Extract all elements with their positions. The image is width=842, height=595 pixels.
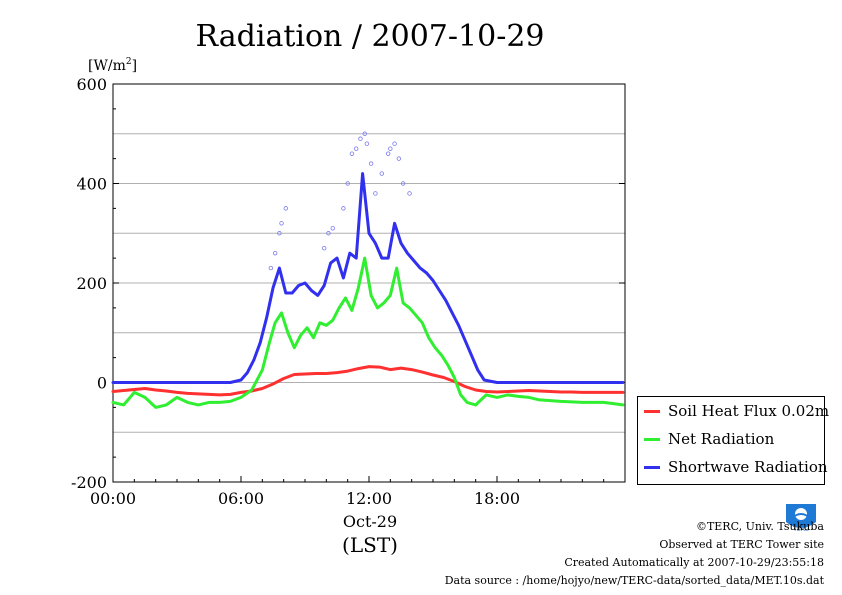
scatter-point [322, 245, 327, 251]
x-tick-label: 06:00 [218, 489, 264, 508]
y-axis-label-close: ] [132, 58, 137, 74]
scatter-point [349, 151, 355, 156]
footer-source: Data source : /home/hojyo/new/TERC-data/… [444, 574, 824, 587]
y-tick-label: 200 [76, 274, 107, 293]
scatter-point [283, 206, 288, 211]
scatter-overlay [268, 131, 412, 271]
series-lines [111, 172, 625, 409]
series-line-0 [111, 365, 625, 397]
x-tick-label: 12:00 [346, 489, 392, 508]
scatter-point [358, 136, 363, 141]
x-axis-lst-label: (LST) [342, 533, 398, 557]
y-tick-label: 0 [97, 374, 107, 393]
series-line-1 [111, 256, 625, 409]
scatter-point [326, 231, 331, 236]
scatter-point [364, 141, 370, 146]
scatter-point [330, 226, 335, 231]
y-tick-label: -200 [71, 473, 107, 492]
scatter-point [392, 141, 397, 146]
terc-logo-icon [786, 504, 816, 528]
x-tick-label: 00:00 [90, 489, 136, 508]
legend-item-shortwave: Shortwave Radiation [644, 457, 828, 477]
scatter-point [386, 151, 391, 156]
legend-label-shortwave: Shortwave Radiation [668, 458, 828, 476]
legend-item-soil-heat-flux: Soil Heat Flux 0.02m [644, 401, 829, 421]
scatter-point [396, 156, 402, 161]
y-axis-label-main: [W/m [88, 58, 126, 74]
legend-label-soil: Soil Heat Flux 0.02m [668, 402, 830, 420]
legend-label-net: Net Radiation [668, 430, 775, 448]
scatter-point [279, 221, 284, 226]
x-axis-date-label: Oct-29 [343, 512, 397, 531]
terc-logo-text: TERC [793, 526, 809, 533]
scatter-point [368, 161, 374, 166]
y-axis-label-sup: 2 [126, 57, 132, 67]
scatter-point [272, 250, 278, 256]
scatter-point [379, 171, 384, 176]
legend-item-net-radiation: Net Radiation [644, 429, 774, 449]
scatter-point [345, 181, 350, 186]
legend-swatch-soil [644, 409, 660, 413]
chart-title: Radiation / 2007-10-29 [195, 19, 544, 54]
axis-ticks: -200 0 200 400 600 00:00 06:00 12:00 18:00 [71, 75, 625, 508]
footer-created: Created Automatically at 2007-10-29/23:5… [564, 556, 824, 569]
scatter-point [277, 231, 282, 236]
scatter-point [388, 146, 393, 151]
footer-observed: Observed at TERC Tower site [659, 538, 824, 551]
scatter-point [362, 131, 367, 136]
scatter-point [354, 146, 359, 151]
y-tick-label: 400 [76, 175, 107, 194]
y-tick-label: 600 [76, 75, 107, 94]
x-tick-label: 18:00 [474, 489, 520, 508]
scatter-point [407, 191, 412, 196]
terc-logo: TERC [782, 502, 820, 534]
scatter-point [373, 191, 378, 196]
scatter-point [400, 181, 406, 186]
legend: Soil Heat Flux 0.02m Net Radiation Short… [637, 396, 829, 485]
series-line-2 [111, 172, 625, 384]
footer-copyright: ©TERC, Univ. Tsukuba [695, 520, 824, 533]
legend-swatch-shortwave [644, 465, 660, 469]
scatter-point [268, 265, 274, 271]
legend-swatch-net [644, 437, 660, 441]
y-axis-label: [W/m2] [88, 57, 137, 74]
scatter-point [341, 206, 346, 211]
